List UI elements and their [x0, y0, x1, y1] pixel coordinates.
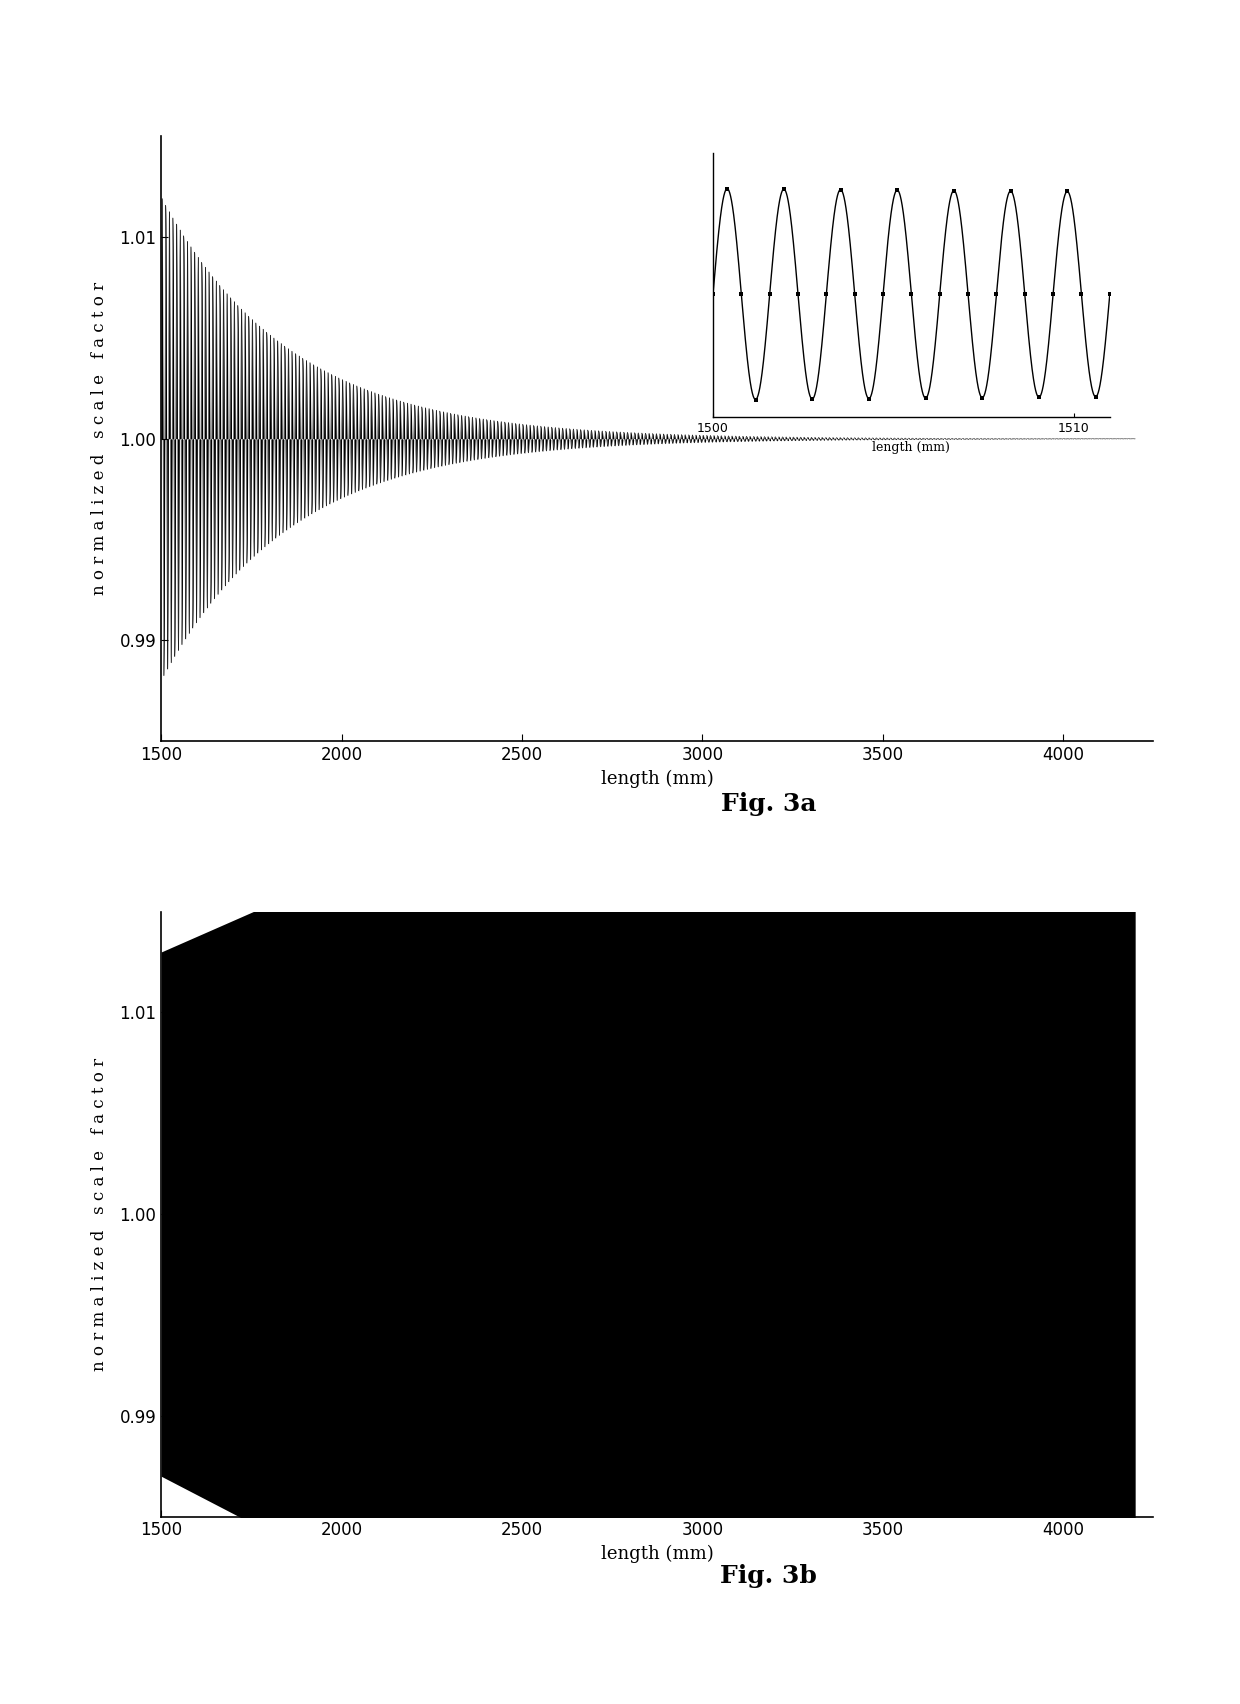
X-axis label: length (mm): length (mm) [873, 441, 950, 453]
Text: Fig. 3a: Fig. 3a [720, 792, 817, 816]
X-axis label: length (mm): length (mm) [601, 770, 713, 787]
Y-axis label: n o r m a l i z e d   s c a l e   f a c t o r: n o r m a l i z e d s c a l e f a c t o … [92, 1058, 108, 1370]
Text: Fig. 3b: Fig. 3b [720, 1564, 817, 1588]
Y-axis label: n o r m a l i z e d   s c a l e   f a c t o r: n o r m a l i z e d s c a l e f a c t o … [92, 283, 108, 595]
X-axis label: length (mm): length (mm) [601, 1546, 713, 1563]
